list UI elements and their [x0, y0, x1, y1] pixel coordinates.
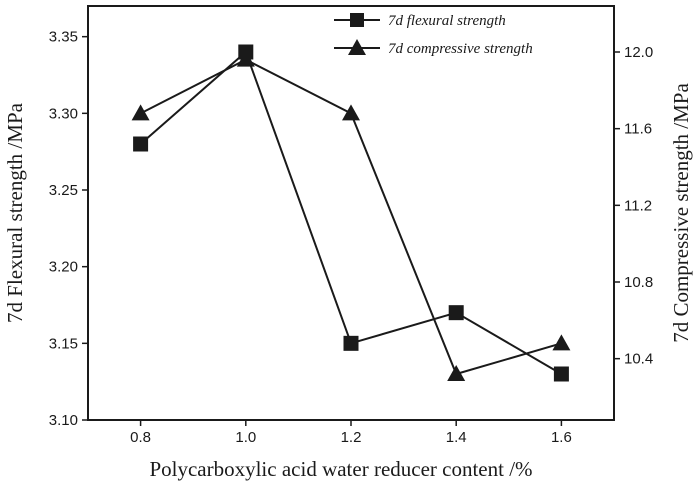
compressive-data-point: [447, 365, 466, 381]
x-tick-label: 0.8: [130, 429, 151, 446]
compressive-data-point: [342, 104, 360, 121]
left-y-tick-label: 3.15: [49, 335, 78, 352]
flexural-data-point: [343, 335, 359, 351]
flexural-data-point: [553, 366, 569, 382]
left-y-tick-label: 3.10: [49, 412, 78, 429]
left-y-tick-label: 3.35: [49, 29, 78, 46]
legend: 7d flexural strength 7d compressive stren…: [334, 13, 533, 57]
x-tick-label: 1.0: [235, 429, 256, 446]
compressive-data-point: [552, 334, 571, 351]
right-y-tick-label: 11.6: [624, 121, 652, 138]
left-y-axis-title: 7d Flexural strength /MPa: [3, 102, 27, 323]
right-y-tick-label: 11.2: [624, 197, 652, 214]
legend-marker-flexural: [350, 13, 364, 27]
x-tick-label: 1.2: [341, 429, 362, 446]
flexural-data-point: [133, 136, 149, 152]
right-y-tick-label: 10.8: [624, 274, 653, 291]
right-y-tick-label: 10.4: [624, 351, 653, 368]
compressive-data-point: [236, 50, 255, 67]
x-axis-title: Polycarboxylic acid water reducer conten…: [149, 457, 532, 481]
right-y-tick-label: 12.0: [624, 44, 653, 61]
legend-marker-compressive: [348, 39, 366, 55]
series: [131, 44, 571, 382]
left-y-tick-label: 3.30: [49, 105, 78, 122]
right-y-axis-title: 7d Compressive strength /MPa: [669, 83, 693, 343]
flexural-series-line: [139, 50, 562, 375]
ticks: 0.8 1.0 1.2 1.4 1.6 3.10 3.15 3.20 3.25 3.30 3.35 1…: [49, 29, 653, 446]
x-tick-label: 1.6: [551, 429, 572, 446]
flexural-data-point: [448, 305, 464, 321]
legend-label-compressive: 7d compressive strength: [388, 41, 533, 57]
left-y-tick-label: 3.25: [49, 182, 78, 199]
compressive-data-point: [131, 104, 150, 121]
left-y-tick-label: 3.20: [49, 259, 78, 276]
legend-label-flexural: 7d flexural strength: [388, 13, 506, 29]
x-tick-label: 1.4: [446, 429, 467, 446]
